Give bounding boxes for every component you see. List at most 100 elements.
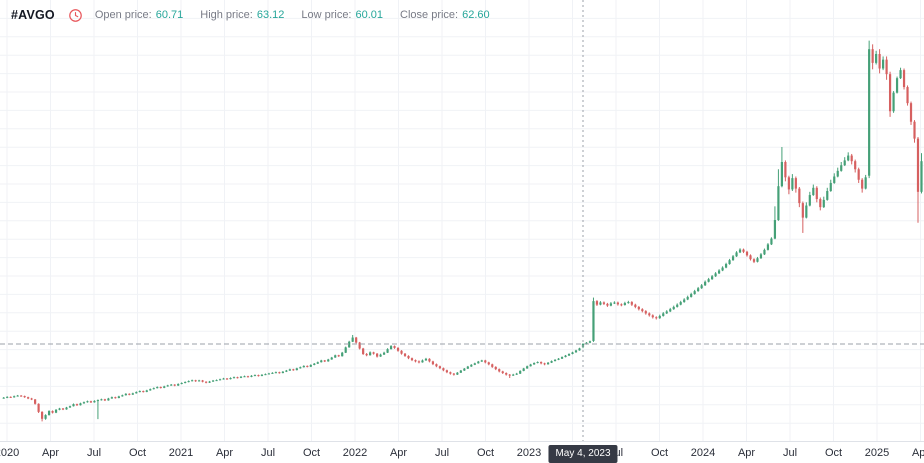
candle-body [574, 350, 578, 353]
candle-body [512, 374, 515, 376]
candle-body [815, 187, 818, 200]
candle-body [278, 372, 281, 374]
candle-body [882, 59, 885, 69]
candle-body [812, 187, 815, 196]
candle-body [487, 362, 490, 365]
candle-body [553, 359, 557, 362]
candle-body [389, 346, 393, 350]
candle-body [780, 162, 783, 187]
candle-body [833, 176, 836, 183]
candle-body [913, 121, 916, 139]
x-axis-tick-label: 2021 [168, 447, 194, 459]
candle-body [372, 352, 375, 354]
candle-body [163, 386, 166, 388]
candle-body [634, 304, 637, 307]
candle-body [442, 368, 445, 371]
candle-body [211, 380, 215, 382]
candle-body [571, 352, 574, 354]
candle-body [738, 249, 742, 253]
candle-body [801, 203, 804, 218]
candle-body [704, 281, 707, 286]
x-axis-tick-label: Oct [476, 447, 495, 459]
candle-body [707, 279, 710, 282]
candle-body [519, 370, 522, 374]
candle-body [306, 365, 309, 367]
candle-body [131, 393, 134, 395]
candle-body [20, 395, 23, 397]
candle-body [766, 244, 770, 250]
candle-body [407, 355, 410, 359]
candle-body [585, 342, 588, 344]
candle-body [477, 361, 480, 364]
candle-body [23, 396, 26, 398]
candle-body [337, 355, 340, 357]
candle-body [745, 251, 749, 256]
clock-history-icon[interactable] [68, 8, 83, 23]
candle-body [697, 288, 700, 292]
candle-body [149, 389, 152, 391]
candle-body [857, 169, 860, 180]
candle-body [445, 370, 448, 373]
candle-body [58, 408, 61, 410]
candle-body [313, 363, 316, 365]
candle-body [836, 170, 839, 177]
candle-body [850, 155, 853, 162]
candle-body [400, 350, 403, 354]
candle-body [613, 302, 616, 304]
candle-body [794, 178, 797, 189]
candle-body [37, 403, 40, 412]
candle-body [735, 252, 738, 257]
candle-body [672, 306, 675, 310]
candle-body [679, 302, 682, 305]
candle-body [515, 373, 518, 375]
candle-body [452, 373, 455, 375]
candle-body [365, 353, 368, 356]
candle-body [522, 368, 525, 371]
candle-body [44, 415, 47, 419]
candle-body [588, 341, 592, 343]
x-axis-tick-label: Apr [389, 447, 408, 459]
candle-body [473, 363, 476, 365]
candle-body [124, 393, 127, 396]
candle-body [6, 396, 9, 398]
candle-body [421, 360, 424, 363]
high-price-value: 63.12 [256, 9, 285, 21]
candle-body [595, 301, 599, 305]
candle-body [505, 373, 508, 375]
candle-body [65, 407, 68, 410]
candle-body [166, 385, 169, 387]
candle-body [344, 347, 347, 353]
close-price-label: Close price: [400, 9, 459, 21]
candle-body [819, 199, 822, 208]
candle-body [351, 337, 354, 342]
x-axis-tick-label: Apr [737, 447, 756, 459]
low-price-value: 60.01 [355, 9, 384, 21]
x-axis-tick-label: 2020 [0, 447, 20, 459]
candle-body [906, 87, 909, 104]
candle-body [271, 372, 274, 374]
candle-body [847, 155, 850, 161]
symbol-title[interactable]: #AVGO [11, 8, 55, 22]
candlestick-chart-svg[interactable] [0, 0, 924, 441]
candle-body [173, 384, 176, 386]
candle-body [484, 360, 487, 363]
candle-body [543, 363, 546, 365]
candle-body [61, 408, 65, 410]
candlestick-plot-area[interactable] [0, 0, 924, 441]
candle-body [878, 54, 881, 69]
x-axis-tick-label: 2023 [516, 447, 542, 459]
crosshair-lines[interactable] [0, 0, 924, 441]
candle-body [205, 381, 208, 383]
candle-body [449, 372, 452, 374]
candle-body [100, 399, 103, 401]
time-axis[interactable]: May 4, 2023 2020 Apr Jul Oct 2021 Apr Jul Oct 20… [0, 441, 924, 463]
candle-body [868, 49, 871, 176]
candle-body [798, 188, 801, 204]
candle-body [529, 364, 532, 367]
candle-body [79, 403, 82, 406]
candle-body [662, 313, 665, 316]
x-axis-tick-label: Oct [302, 447, 321, 459]
candle-body [463, 368, 466, 371]
candle-body [533, 363, 536, 365]
candle-body [13, 396, 16, 398]
